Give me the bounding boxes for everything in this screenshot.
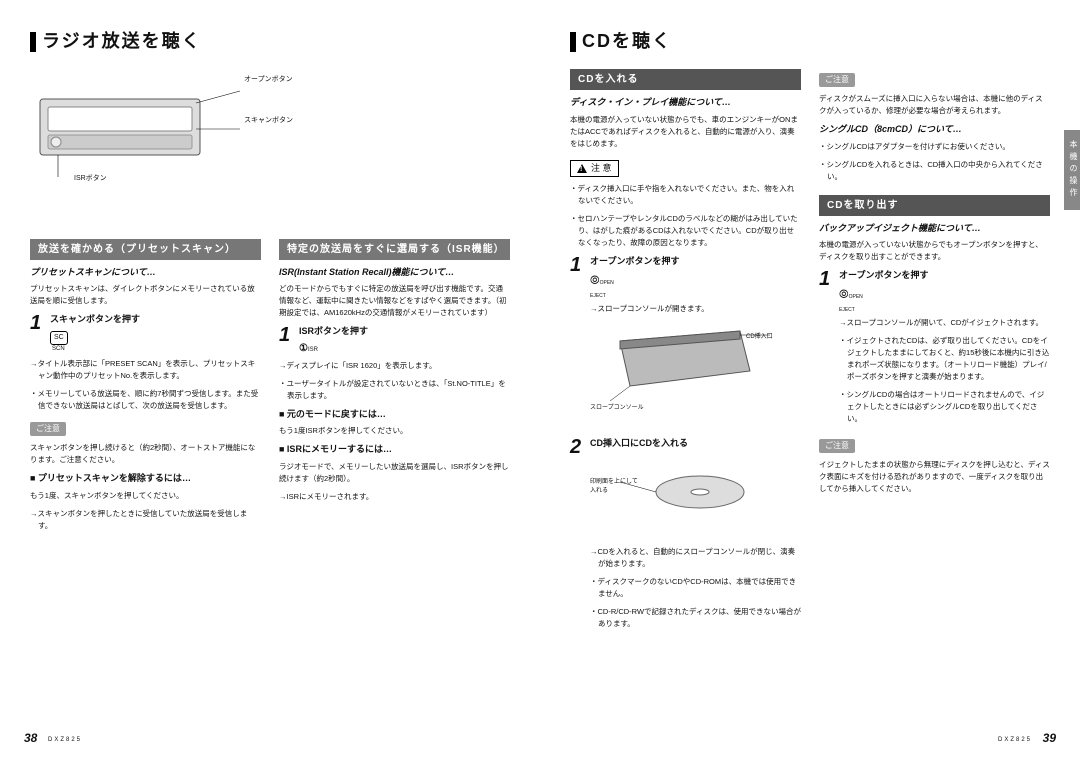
col-isr: 特定の放送局をすぐに選局する（ISR機能） ISR(Instant Statio… xyxy=(279,239,510,538)
s2: ・シングルCDを入れるときは、CD挿入口の中央から入れてください。 xyxy=(819,159,1050,183)
page-num-left: 38 xyxy=(24,729,37,747)
lbl-slot: CD挿入口 xyxy=(746,333,957,342)
sub-dip: ディスク・イン・プレイ機能について… xyxy=(570,96,801,110)
page-title-left: ラジオ放送を聴く xyxy=(30,28,510,55)
device-figure: オープンボタン スキャンボタン ISRボタン xyxy=(30,69,510,225)
p-cancel: もう1度、スキャンボタンを押してください。 xyxy=(30,490,261,502)
b-ej1: →スロープコンソールが開いて、CDがイジェクトされます。 xyxy=(839,317,1050,329)
note-text: スキャンボタンを押し続けると（約2秒間）、オートストア機能になります。ご注意くだ… xyxy=(30,442,261,466)
model-right: DXZ825 xyxy=(998,736,1032,745)
page-left: ラジオ放送を聴く オープンボタン スキャンボタン ISRボタン 放送を確かめる（… xyxy=(0,0,540,763)
note-badge: ご注意 xyxy=(819,73,855,87)
p-mem2: →ISRにメモリーされます。 xyxy=(279,491,510,503)
title-bar xyxy=(570,32,576,52)
p-backup: 本機の電源が入っていない状態からでもオープンボタンを押すと、ディスクを取り出すこ… xyxy=(819,239,1050,263)
p-isr: どのモードからでもすぐに特定の放送局を呼び出す機能です。交通情報など、運転中に聞… xyxy=(279,283,510,319)
step-label: オープンボタンを押す xyxy=(839,269,1050,283)
warning-icon xyxy=(577,164,587,173)
left-columns: 放送を確かめる（プリセットスキャン） プリセットスキャンについて… プリセットス… xyxy=(30,239,510,538)
sub-cancel: ■ プリセットスキャンを解除するには… xyxy=(30,472,261,486)
side-tab: 本機の操作 xyxy=(1064,130,1080,210)
sec-head-eject: CDを取り出す xyxy=(819,195,1050,216)
lbl-print: 印刷面を上にして入れる xyxy=(590,478,640,496)
step-isr-1: 1 ISRボタンを押す ①ISR xyxy=(279,325,510,356)
col-cd-insert: CDを入れる ディスク・イン・プレイ機能について… 本機の電源が入っていない状態… xyxy=(570,69,801,640)
sub-single: シングルCD（8cmCD）について… xyxy=(819,123,1050,137)
p-cancel2: →スキャンボタンを押したときに受信していた放送局を受信します。 xyxy=(30,508,261,532)
b-preset-1: →タイトル表示部に「PRESET SCAN」を表示し、プリセットスキャン動作中の… xyxy=(30,358,261,382)
note-badge2: ご注意 xyxy=(819,439,855,453)
sub-preset: プリセットスキャンについて… xyxy=(30,266,261,280)
w1: ・ディスク挿入口に手や指を入れないでください。また、物を入れないでください。 xyxy=(570,183,801,207)
p-dip: 本機の電源が入っていない状態からでも、車のエンジンキーがONまたはACCであれば… xyxy=(570,114,801,150)
sub-isr: ISR(Instant Station Recall)機能について… xyxy=(279,266,510,280)
title-text: CDを聴く xyxy=(582,28,672,55)
step-insert-2: 2 CD挿入口にCDを入れる 印刷面を上にして入れる →CDを入れると、自動的に… xyxy=(570,437,801,637)
step-eject-1: 1 オープンボタンを押す ⦾OPEN EJECT →スロープコンソールが開いて、… xyxy=(819,269,1050,431)
title-text: ラジオ放送を聴く xyxy=(42,28,202,55)
b-isr-2: ・ユーザータイトルが設定されていないときは、「St.NO-TITLE」を表示しま… xyxy=(279,378,510,402)
step-num: 2 xyxy=(570,437,586,637)
p-mem: ラジオモードで、メモリーしたい放送局を選局し、ISRボタンを押し続けます（約2秒… xyxy=(279,461,510,485)
page-title-right: CDを聴く xyxy=(570,28,1050,55)
b-isr-1: →ディスプレイに「ISR 1620」を表示します。 xyxy=(279,360,510,372)
caution-box: 注 意 xyxy=(570,160,619,178)
model-left: DXZ825 xyxy=(48,736,82,745)
scan-icon: SC xyxy=(50,331,68,346)
step-scan-1: 1 スキャンボタンを押す SC SCN xyxy=(30,313,261,354)
step-num: 1 xyxy=(819,269,835,431)
right-columns: CDを入れる ディスク・イン・プレイ機能について… 本機の電源が入っていない状態… xyxy=(570,69,1050,640)
callout-open: オープンボタン xyxy=(244,75,324,86)
step-label: CD挿入口にCDを入れる xyxy=(590,437,801,451)
callout-isr: ISRボタン xyxy=(74,174,154,185)
step-label: スキャンボタンを押す xyxy=(50,313,261,327)
page-right: CDを聴く 本機の操作 CDを入れる ディスク・イン・プレイ機能について… 本機… xyxy=(540,0,1080,763)
isr-icon: ISR xyxy=(308,347,318,353)
sub-return: ■ 元のモードに戻すには… xyxy=(279,408,510,422)
lbl-console: スロープコンソール xyxy=(590,404,801,413)
title-bar xyxy=(30,32,36,52)
note1: ディスクがスムーズに挿入口に入らない場合は、本機に他のディスクが入っているか、修… xyxy=(819,93,1050,117)
b-preset-2: ・メモリーしている放送局を、順に約7秒間ずつ受信します。また受信できない放送局は… xyxy=(30,388,261,412)
note-badge: ご注意 xyxy=(30,422,66,436)
b-cdr: ・CD-R/CD-RWで記録されたディスクは、使用できない場合があります。 xyxy=(590,606,801,630)
page-num-right: 39 xyxy=(1043,729,1056,747)
note2: イジェクトしたままの状態から無理にディスクを押し込むと、ディスク表面にキズを付け… xyxy=(819,459,1050,495)
b-ej2: ・イジェクトされたCDは、必ず取り出してください。CDをイジェクトしたままにして… xyxy=(839,335,1050,383)
step-num: 1 xyxy=(279,325,295,356)
w2: ・セロハンテープやレンタルCDのラベルなどの糊がはみ出していたり、はがした痕があ… xyxy=(570,213,801,249)
sec-head-insert: CDを入れる xyxy=(570,69,801,90)
col-cd-eject: ご注意 ディスクがスムーズに挿入口に入らない場合は、本機に他のディスクが入ってい… xyxy=(819,69,1050,640)
callout-scan: スキャンボタン xyxy=(244,116,324,127)
b-open: →スロープコンソールが開きます。 xyxy=(590,303,801,315)
sub-mem: ■ ISRにメモリーするには… xyxy=(279,443,510,457)
b-ej3: ・シングルCDの場合はオートリロードされませんので、イジェクトしたときには必ずシ… xyxy=(839,389,1050,425)
p-return: もう1度ISRボタンを押してください。 xyxy=(279,425,510,437)
sec-head-isr: 特定の放送局をすぐに選局する（ISR機能） xyxy=(279,239,510,260)
scan-icon-sub: SCN xyxy=(52,345,261,354)
step-num: 1 xyxy=(570,255,586,433)
p-preset: プリセットスキャンは、ダイレクトボタンにメモリーされている放送局を順に受信します… xyxy=(30,283,261,307)
sub-backup: バックアップイジェクト機能について… xyxy=(819,222,1050,236)
step-label: オープンボタンを押す xyxy=(590,255,801,269)
col-preset-scan: 放送を確かめる（プリセットスキャン） プリセットスキャンについて… プリセットス… xyxy=(30,239,261,538)
caution-label: 注 意 xyxy=(591,162,612,176)
b-mark: ・ディスクマークのないCDやCD-ROMは、本機では使用できません。 xyxy=(590,576,801,600)
step-num: 1 xyxy=(30,313,46,354)
b-auto: →CDを入れると、自動的にスロープコンソールが閉じ、演奏が始まります。 xyxy=(590,546,801,570)
step-open-1: 1 オープンボタンを押す ⦾OPEN EJECT →スロープコンソールが開きます… xyxy=(570,255,801,433)
sec-head-preset: 放送を確かめる（プリセットスキャン） xyxy=(30,239,261,260)
s1: ・シングルCDはアダプターを付けずにお使いください。 xyxy=(819,141,1050,153)
step-label: ISRボタンを押す xyxy=(299,325,510,339)
